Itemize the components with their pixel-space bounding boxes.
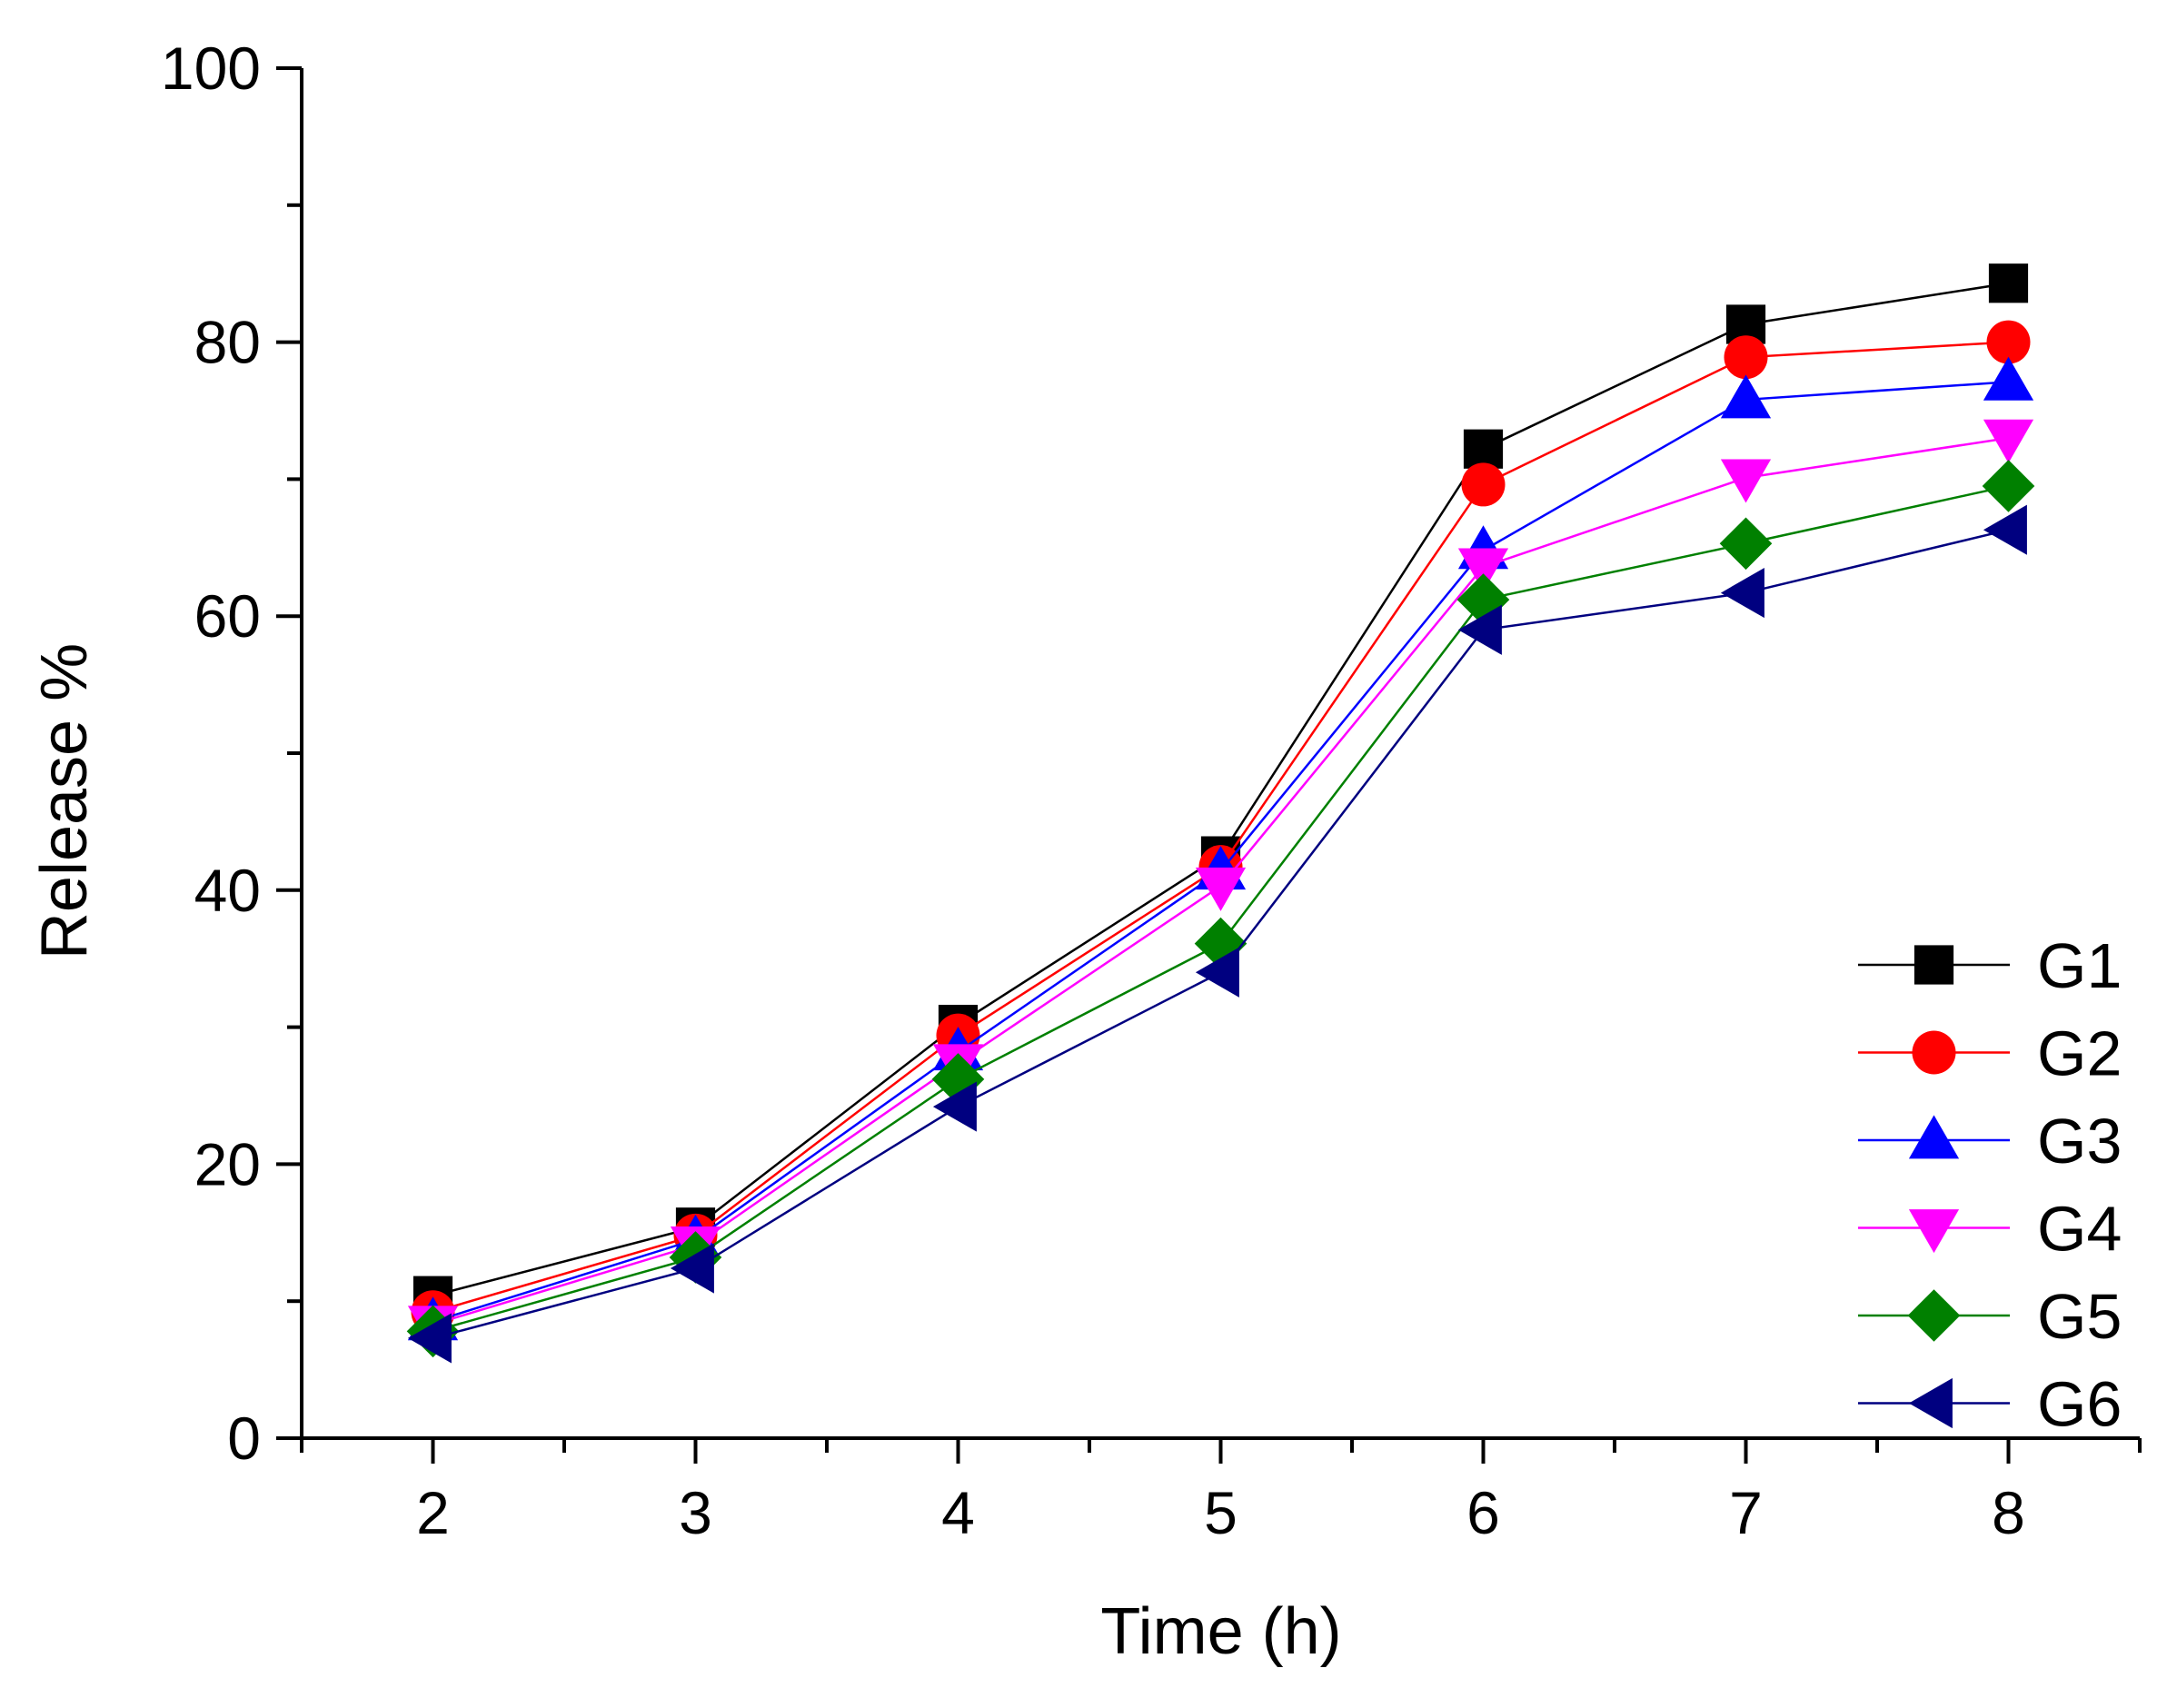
legend-label: G5 [2037,1281,2122,1352]
x-tick-label: 5 [1204,1479,1238,1546]
data-point-G6 [670,1243,714,1294]
data-point-G5 [1719,517,1773,571]
data-point-G1 [1463,429,1504,469]
data-point-G5 [1456,573,1510,626]
x-axis-title: Time (h) [1100,1595,1341,1668]
legend-label: G2 [2037,1018,2122,1089]
y-tick-label: 80 [194,309,261,376]
data-point-G6 [932,1081,977,1132]
legend-marker [1908,1377,1953,1429]
data-point-G3 [1720,374,1772,419]
data-point-G6 [407,1313,452,1364]
x-tick-label: 6 [1466,1479,1500,1546]
legend-item-G6: G6 [1858,1369,2122,1440]
data-point-G4 [1195,867,1247,911]
y-tick-label: 60 [194,582,261,650]
legend-item-G2: G2 [1858,1018,2122,1089]
series-layer [406,263,2035,1364]
series-G6 [407,504,2027,1364]
legend-marker [1907,1289,1961,1342]
data-point-G3 [1983,356,2034,401]
x-tick-label: 3 [679,1479,712,1546]
legend-marker [1908,1209,1960,1254]
data-point-G4 [1457,548,1509,592]
legend-label: G1 [2037,930,2122,1001]
y-tick-label: 0 [227,1405,261,1472]
data-point-G4 [1720,459,1772,503]
y-axis-title: Release % [28,643,101,959]
legend: G1 G2 G3 G4 G5 G6 [1858,930,2122,1440]
legend-item-G4: G4 [1858,1194,2122,1265]
legend-item-G5: G5 [1858,1281,2122,1352]
data-point-G2 [1986,320,2031,364]
legend-marker [1908,1115,1960,1159]
data-point-G6 [1195,947,1239,998]
series-G1 [413,263,2029,1316]
series-G4 [407,419,2034,1350]
legend-item-G3: G3 [1858,1106,2122,1177]
legend-label: G3 [2037,1106,2122,1177]
data-point-G1 [1988,263,2029,303]
series-G3 [407,356,2034,1341]
data-point-G6 [1720,567,1764,619]
data-point-G6 [1983,504,2027,555]
legend-item-G1: G1 [1858,930,2122,1001]
x-tick-label: 8 [1992,1479,2025,1546]
series-line-G1 [432,282,2009,1297]
y-tick-label: 100 [161,35,261,102]
series-line-G2 [432,341,2009,1314]
data-point-G2 [1724,335,1768,380]
x-tick-label: 4 [941,1479,975,1546]
x-tick-label: 2 [416,1479,450,1546]
data-point-G5 [1982,460,2035,512]
y-tick-label: 20 [194,1130,261,1197]
legend-label: G6 [2037,1369,2122,1440]
x-tick-label: 7 [1729,1479,1763,1546]
data-point-G2 [1461,462,1506,507]
legend-marker [1912,1030,1956,1075]
legend-marker [1914,945,1954,985]
legend-label: G4 [2037,1194,2122,1265]
data-point-G4 [1983,419,2034,463]
y-tick-label: 40 [194,857,261,924]
data-point-G6 [1457,604,1502,655]
